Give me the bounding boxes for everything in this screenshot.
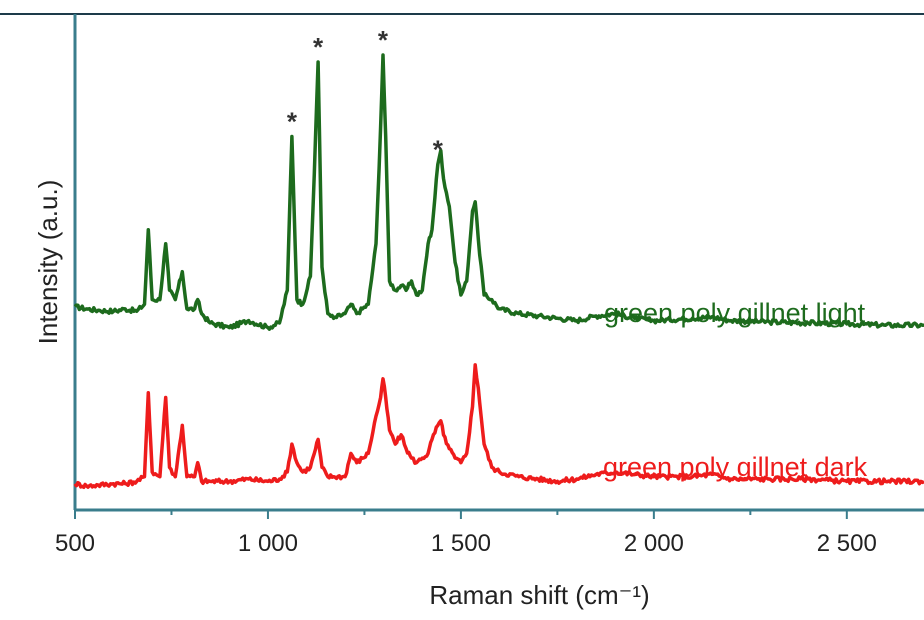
x-axis-ticks: 500 1 000 1 500 2 000 2 500 [55,510,877,557]
x-tick-label: 1 000 [238,530,298,557]
y-axis-title: Intensity (a.u.) [33,180,63,345]
series-label-light: green poly gillnet light [604,298,866,328]
x-tick-label: 500 [55,530,95,557]
x-tick-label: 1 500 [431,530,491,557]
x-tick-label: 2 000 [624,530,684,557]
x-tick-label: 2 500 [817,530,877,557]
peak-asterisk: * [313,32,324,62]
peak-asterisk: * [378,25,389,55]
peak-asterisk: * [433,134,444,164]
peak-asterisk: * [287,107,298,137]
x-axis-title: Raman shift (cm⁻¹) [429,580,649,610]
peak-annotations: * * * * [287,25,444,165]
series-label-dark: green poly gillnet dark [603,452,868,482]
series-line-dark [73,363,924,490]
series-line-light [73,53,924,331]
series-layer: green poly gillnet light green poly gilln… [73,53,924,490]
